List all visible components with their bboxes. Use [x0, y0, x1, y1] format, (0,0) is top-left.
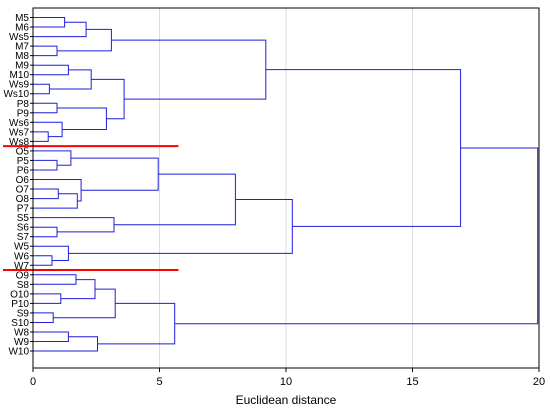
dendrogram-branch-11 [57, 107, 107, 130]
leaf-label-ws10: Ws10 [3, 89, 29, 100]
leaf-label-s5: S5 [17, 213, 30, 224]
dendrogram-branch-28 [33, 293, 62, 304]
leaf-labels: M5M6Ws5M7M8M9M10Ws9Ws10P8P9Ws6Ws7Ws8O5P5… [3, 13, 29, 358]
leaf-label-p10: P10 [11, 299, 29, 310]
dendrogram-branch-9 [33, 131, 49, 142]
dendrogram-branch-10 [33, 121, 63, 138]
dendrogram-branch-23 [33, 255, 53, 266]
leaf-label-s7: S7 [17, 232, 30, 243]
leaf-label-w5: W5 [14, 242, 29, 253]
dendrogram-branch-35 [174, 147, 539, 325]
dendrogram-branch-31 [53, 288, 116, 319]
dendrogram-branch-25 [68, 199, 293, 254]
dendrogram-branch-6 [33, 83, 50, 95]
x-tick-label-1: 5 [156, 376, 162, 388]
dendrogram-branch-20 [33, 226, 58, 238]
leaf-label-w10: W10 [8, 347, 29, 358]
leaf-label-ws5: Ws5 [9, 32, 29, 43]
dendrogram-branch-24 [33, 245, 69, 261]
x-axis-tick-labels: 0 5 10 15 20 [30, 376, 545, 388]
dendrogram-branch-16 [33, 188, 59, 200]
dendrogram-branch-21 [33, 217, 115, 233]
leaf-label-ws9: Ws9 [9, 80, 29, 91]
leaf-label-w8: W8 [14, 327, 29, 338]
leaf-label-m10: M10 [10, 70, 30, 81]
dendrogram-branch-15 [33, 150, 72, 166]
dendrogram-branch-3 [33, 45, 58, 57]
dendrogram-branch-4 [57, 28, 112, 52]
grid-lines [159, 8, 413, 368]
leaf-ticks [30, 17, 33, 352]
x-tick-label-3: 15 [406, 376, 418, 388]
dendrogram-branches [33, 17, 539, 352]
leaf-label-o7: O7 [16, 185, 30, 196]
leaf-label-o8: O8 [16, 194, 30, 205]
leaf-label-ws8: Ws8 [9, 137, 29, 148]
leaf-label-s10: S10 [11, 318, 29, 329]
dendrogram-branch-14 [33, 159, 58, 171]
cut-lines [3, 145, 179, 272]
leaf-label-o5: O5 [16, 146, 30, 157]
dendrogram-branch-26 [265, 69, 462, 227]
leaf-label-ws7: Ws7 [9, 127, 29, 138]
dendrogram-branch-17 [33, 193, 78, 209]
leaf-label-m5: M5 [15, 13, 29, 24]
leaf-label-p8: P8 [17, 99, 30, 110]
leaf-label-m6: M6 [15, 23, 29, 34]
leaf-label-s6: S6 [17, 223, 30, 234]
dendrogram-branch-33 [33, 336, 98, 352]
dendrogram-branch-18 [33, 179, 82, 202]
x-tick-label-4: 20 [533, 376, 545, 388]
leaf-label-w9: W9 [14, 337, 29, 348]
leaf-label-s9: S9 [17, 308, 30, 319]
dendrogram-branch-2 [33, 21, 87, 38]
dendrogram-branch-34 [97, 302, 176, 345]
dendrogram-branch-5 [33, 64, 69, 76]
leaf-label-o10: O10 [10, 289, 29, 300]
dendrogram-branch-1 [33, 17, 66, 28]
dendrogram-branch-30 [33, 312, 54, 323]
x-axis-ticks [32, 368, 540, 372]
leaf-label-w6: W6 [14, 251, 29, 262]
dendrogram-branch-19 [70, 157, 159, 191]
x-tick-label-2: 10 [280, 376, 292, 388]
dendrogram-branch-13 [111, 39, 267, 100]
leaf-label-ws6: Ws6 [9, 118, 29, 129]
leaf-label-o6: O6 [16, 175, 30, 186]
dendrogram-branch-8 [33, 102, 58, 114]
dendrogram-branch-22 [114, 173, 236, 226]
leaf-label-p9: P9 [17, 108, 30, 119]
x-tick-label-0: 0 [30, 376, 36, 388]
dendrogram-branch-27 [33, 274, 77, 285]
x-axis-label: Euclidean distance [236, 393, 337, 407]
leaf-label-w7: W7 [14, 261, 29, 272]
leaf-label-s8: S8 [17, 280, 30, 291]
dendrogram-branch-32 [33, 331, 69, 342]
leaf-label-m9: M9 [15, 61, 29, 72]
dendrogram-branch-12 [91, 78, 125, 120]
leaf-label-m8: M8 [15, 51, 29, 62]
leaf-label-o9: O9 [16, 270, 30, 281]
leaf-label-p7: P7 [17, 204, 30, 215]
dendrogram-branch-7 [49, 69, 92, 90]
dendrogram-branch-29 [60, 279, 96, 300]
leaf-label-p6: P6 [17, 165, 30, 176]
leaf-label-p5: P5 [17, 156, 30, 167]
leaf-label-m7: M7 [15, 42, 29, 53]
